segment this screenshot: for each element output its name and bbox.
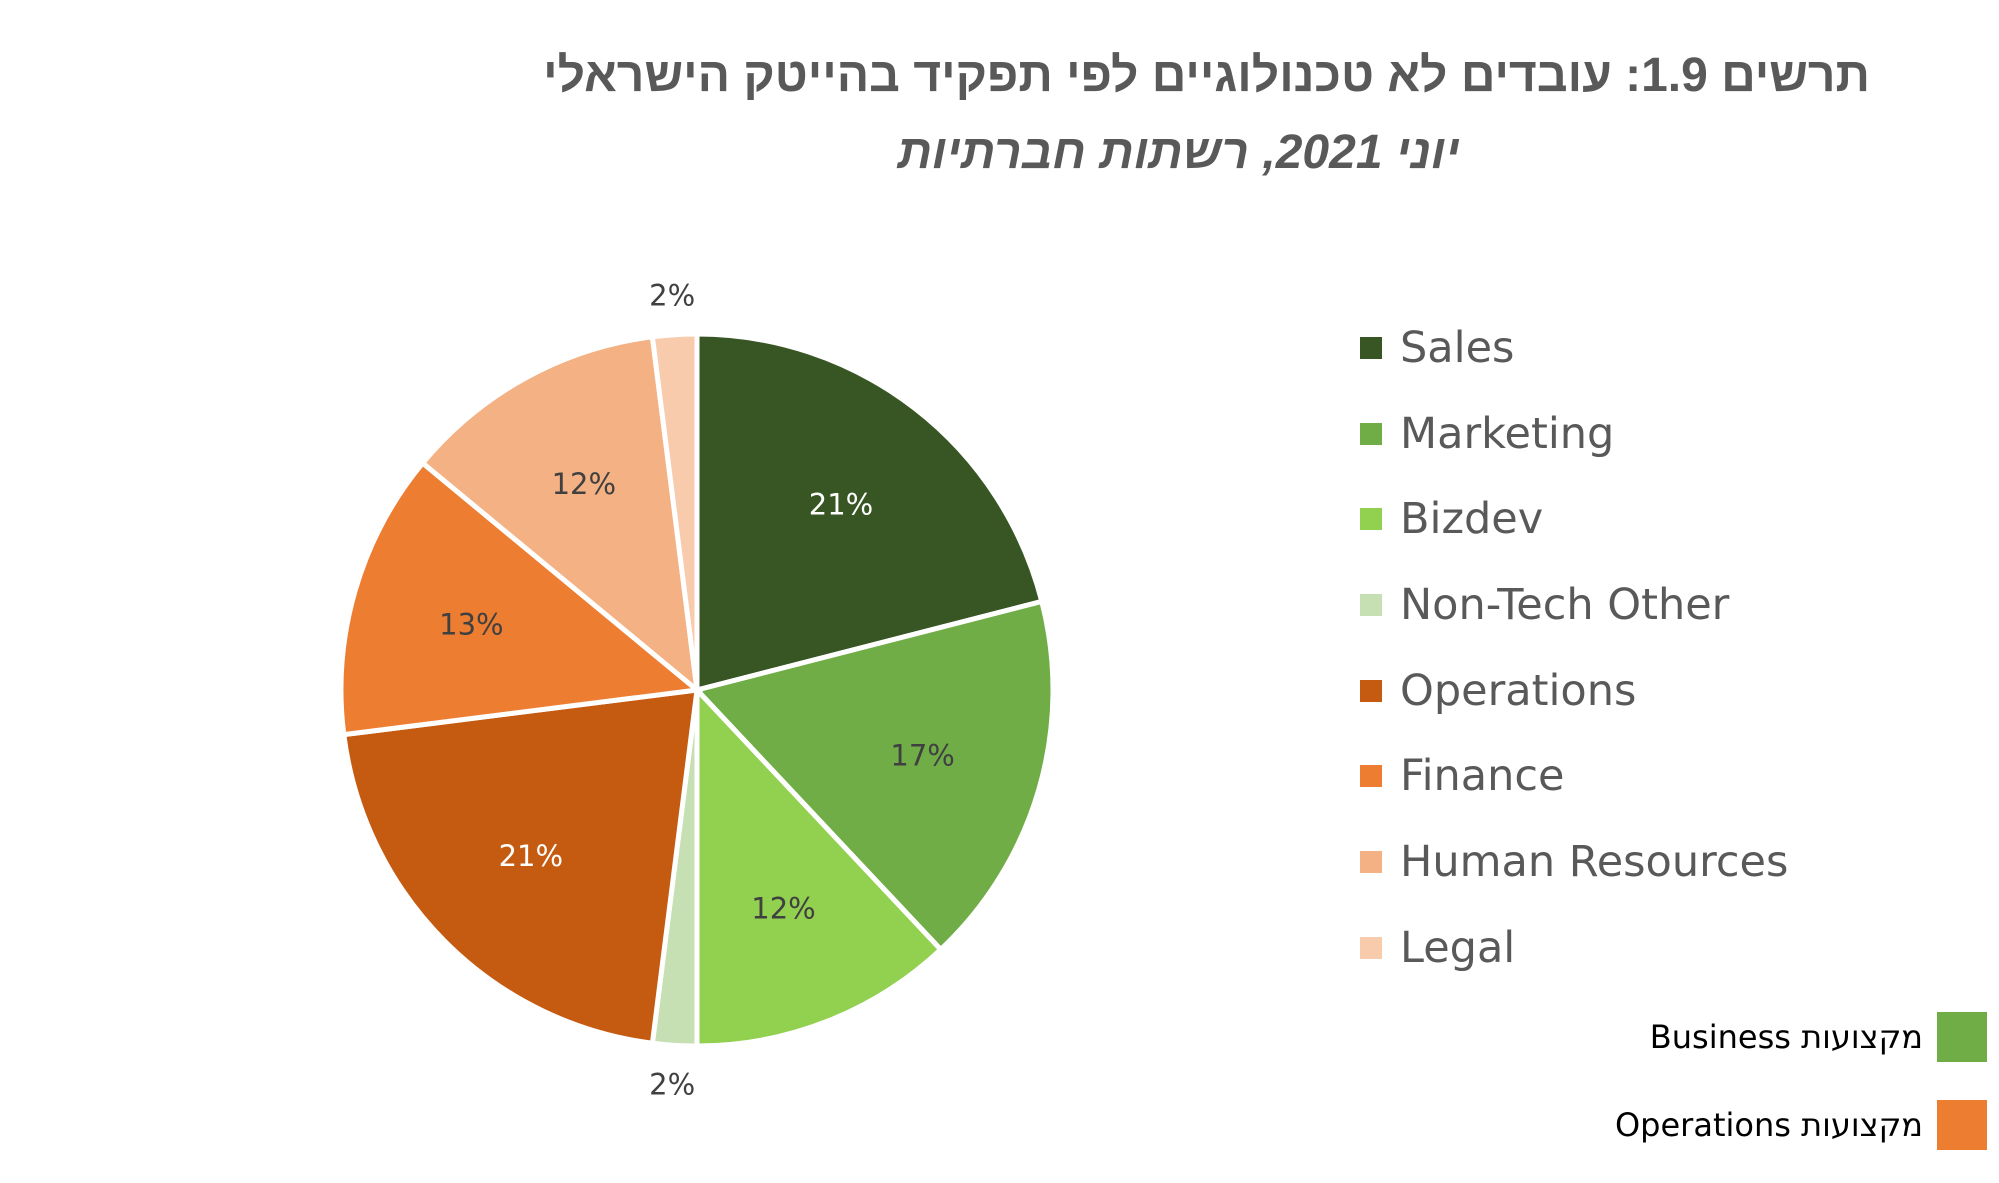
legend-label: Bizdev <box>1400 494 1544 545</box>
legend-swatch <box>1360 508 1382 531</box>
legend-label: Human Resources <box>1400 836 1789 887</box>
legend-label: Non-Tech Other <box>1400 579 1730 630</box>
legend: Sales Marketing Bizdev Non-Tech Other Operat… <box>1360 305 1788 991</box>
legend-item: Bizdev <box>1360 476 1788 562</box>
chart-subtitle: יוני 2021, רשתות חברתיות <box>897 126 1460 179</box>
legend-swatch <box>1360 422 1382 445</box>
data-label: 13% <box>439 607 503 641</box>
data-label: 12% <box>751 891 815 925</box>
legend-swatch <box>1360 765 1382 788</box>
pie-slice-bizdev <box>694 683 945 1049</box>
pie-slice-human-resources <box>419 334 701 696</box>
pie-slice-legal <box>649 331 700 691</box>
legend-item: Sales <box>1360 305 1788 391</box>
group-legend-operations: מקצועות Operations <box>1615 1100 1987 1150</box>
data-label: 2% <box>649 279 695 313</box>
legend-item: Marketing <box>1360 391 1788 477</box>
group-legend-label: מקצועות Operations <box>1614 1106 1923 1144</box>
legend-swatch <box>1360 593 1382 616</box>
legend-item: Human Resources <box>1360 819 1788 905</box>
data-label: 17% <box>890 739 954 773</box>
pie-slice-marketing <box>692 598 1056 954</box>
legend-item: Finance <box>1360 733 1788 819</box>
legend-label: Marketing <box>1400 408 1615 459</box>
data-label: 21% <box>499 839 563 873</box>
legend-swatch <box>1360 936 1382 959</box>
legend-swatch <box>1360 679 1382 702</box>
legend-label: Finance <box>1400 751 1565 802</box>
pie-slice-sales <box>694 331 1045 694</box>
legend-label: Operations <box>1400 665 1637 716</box>
group-legend-business: מקצועות Business <box>1650 1012 1987 1062</box>
pie-slice-finance <box>338 459 704 738</box>
legend-item: Operations <box>1360 648 1788 734</box>
pie-slice-operations <box>341 687 700 1046</box>
group-legend-label: מקצועות Business <box>1649 1018 1923 1056</box>
group-legend-swatch <box>1937 1012 1987 1062</box>
legend-item: Non-Tech Other <box>1360 562 1788 648</box>
group-legend-swatch <box>1937 1100 1987 1150</box>
data-label: 21% <box>809 487 873 521</box>
legend-swatch <box>1360 336 1382 359</box>
data-label: 12% <box>552 467 616 501</box>
data-label: 2% <box>649 1067 695 1101</box>
chart-title: תרשים 1.9: עובדים לא טכנולוגיים לפי תפקי… <box>543 49 1870 102</box>
legend-label: Sales <box>1400 322 1515 373</box>
legend-item: Legal <box>1360 905 1788 991</box>
legend-label: Legal <box>1400 922 1516 973</box>
legend-swatch <box>1360 850 1382 873</box>
